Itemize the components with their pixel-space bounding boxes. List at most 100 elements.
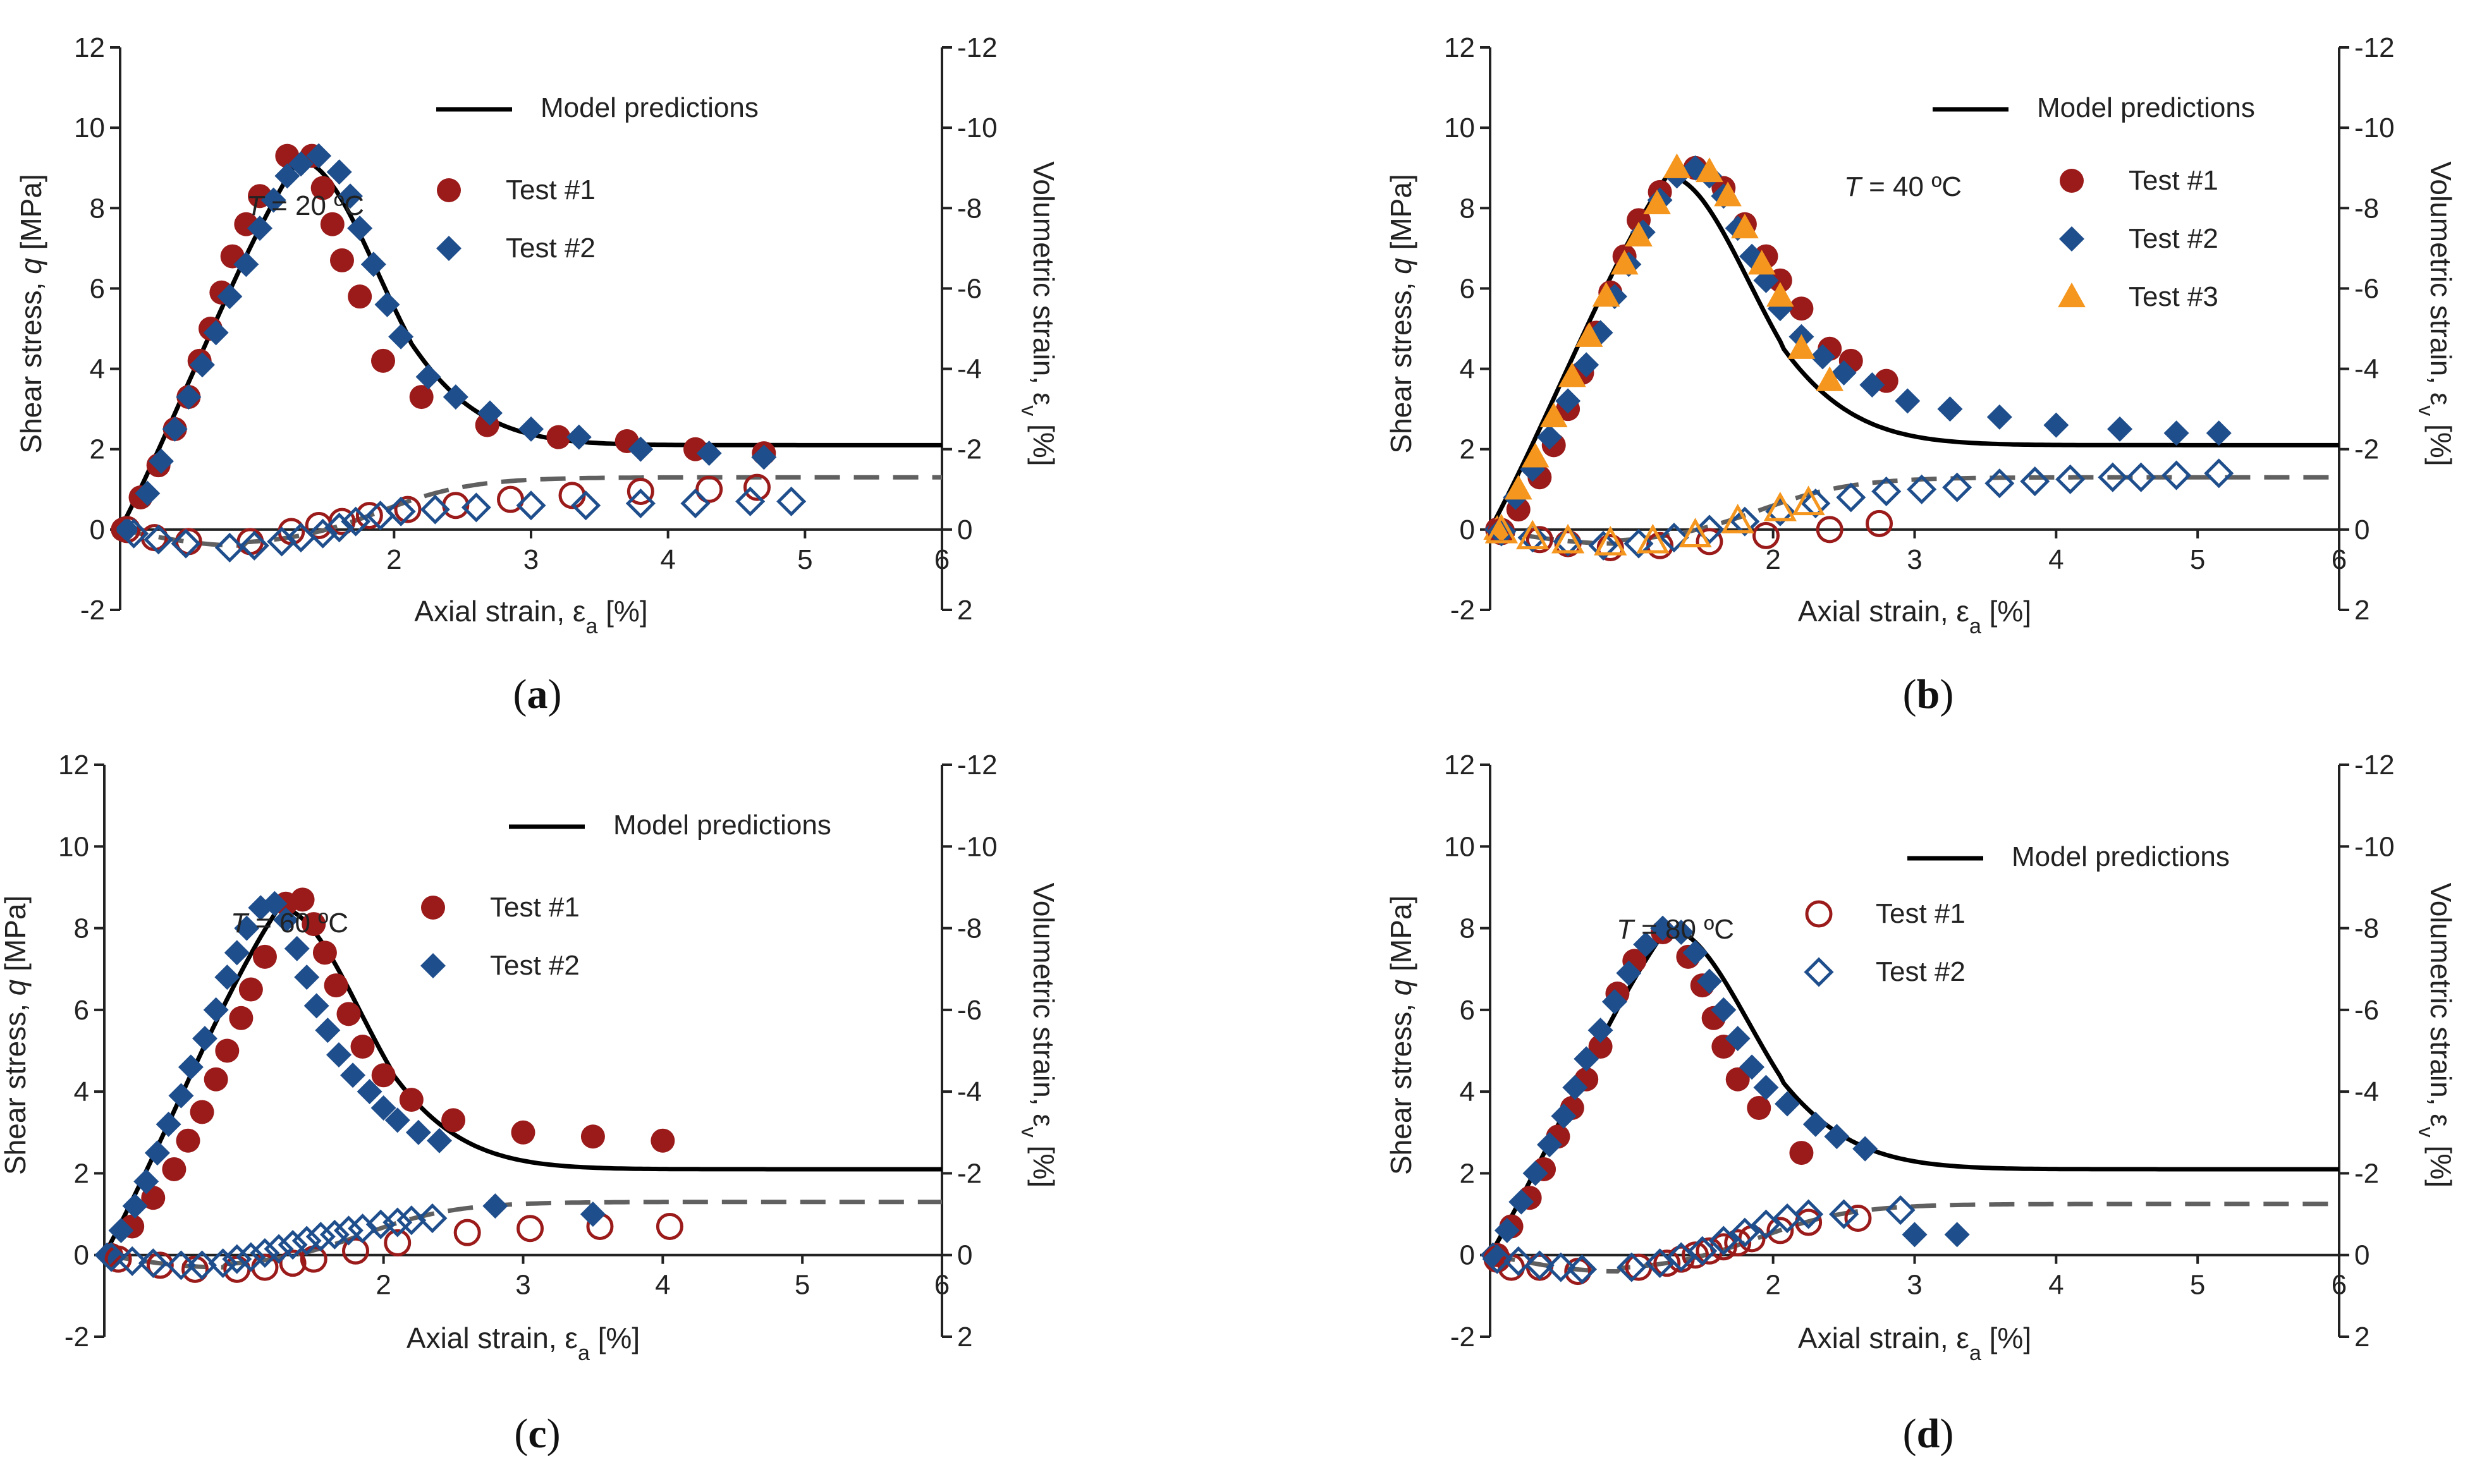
panel-b-temperature-annotation: T = 40 ºC (1844, 171, 1962, 202)
panel-b-xlabel: Axial strain, εa [%] (1798, 595, 2031, 638)
panel-d-xlabel: Axial strain, εa [%] (1798, 1322, 2031, 1365)
panel-d-ytick-right-label-2: -2 (2354, 1158, 2379, 1189)
panel-c-series-1 (94, 891, 452, 1268)
panel-c-series-2-point-9 (453, 1219, 481, 1246)
panel-a-model-volumetric-line (119, 475, 942, 548)
panel-a-series-0 (111, 143, 776, 542)
label-part: Shear stress, (1385, 995, 1417, 1175)
panel-c-series-3-point-14 (333, 1215, 364, 1246)
panel-c-model-shear-line (102, 905, 942, 1256)
label-part: v (1017, 405, 1041, 416)
panel-c-ytick-left-label-0: -2 (64, 1322, 89, 1353)
panel-a-ytick-left-label-0: -2 (80, 595, 105, 626)
panel-d-series-0-point-16 (1747, 1096, 1771, 1120)
panel-b-series-2-point-17 (1816, 366, 1844, 391)
panel-c-series-3-point-3 (166, 1250, 196, 1280)
label-part: [%] (1027, 1138, 1060, 1188)
panel-b-series-2-point-4 (1558, 362, 1586, 387)
panel-c-series-0-point-12 (290, 887, 315, 912)
panel-a-series-3-point-0 (119, 518, 149, 549)
panel-b-ytick-right-label-6: -10 (2354, 113, 2395, 143)
panel-d-ytick-right-label-5: -8 (2354, 913, 2379, 944)
panel-a-series-3-point-13 (461, 492, 491, 523)
panel-c-ytick-right-label-7: -12 (957, 750, 998, 781)
label-part: [MPa] (1385, 896, 1417, 980)
panel-c-series-3-point-17 (382, 1207, 413, 1238)
label-part: Axial strain, ε (414, 595, 585, 628)
panel-a-series-1-point-7 (217, 284, 243, 310)
panel-c-series-2-point-12 (656, 1212, 683, 1240)
panel-d-ytick-left-label-5: 8 (1460, 913, 1475, 944)
label-part: [%] (1981, 1322, 2031, 1354)
panel-a-temperature-annotation: T = 20 ºC (247, 190, 364, 221)
panel-b-series-4-point-14 (1984, 468, 2015, 499)
panel-c-temperature-annotation: T = 60 ºC (231, 908, 348, 939)
panel-b-series-5-point-5 (1678, 518, 1712, 547)
panel-a-series-3-point-19 (776, 486, 807, 516)
panel-b-series-5-point-7 (1763, 491, 1797, 521)
panel-d-series-2-point-10 (1724, 1229, 1752, 1256)
panel-b-series-1-point-26 (2043, 412, 2069, 438)
panel-d-series-1 (1480, 915, 1878, 1268)
label-part: T (247, 190, 266, 221)
panel-d-legend-label-1: Test #1 (1876, 898, 1966, 929)
label-part: Volumetric strain, ε (1027, 161, 1060, 405)
panel-c-series-0-point-8 (229, 1006, 254, 1030)
panel-b-series-4-point-17 (2098, 462, 2128, 492)
panel-b-ylabel-right: Volumetric strain, εv [%] (2414, 161, 2457, 466)
panel-c-series-2-point-8 (384, 1229, 412, 1256)
panel-a-series-2-point-8 (394, 496, 422, 523)
panel-b-ytick-left-label-2: 2 (1460, 434, 1475, 465)
panel-c-series-3-point-7 (236, 1242, 266, 1272)
panel-c-series-1-point-18 (303, 993, 329, 1019)
panel-c-series-1-point-7 (178, 1054, 204, 1080)
panel-b-series-4-point-2 (1553, 526, 1583, 557)
panel-a-ytick-left-label-4: 6 (90, 273, 105, 304)
panel-a-series-3-point-11 (386, 496, 416, 526)
panel-d-temperature-annotation: T = 80 ºC (1617, 914, 1734, 945)
panel-a-series-3-point-8 (324, 513, 355, 543)
panel-b-series-4-point-9 (1801, 489, 1831, 519)
panel-b-series-2-point-14 (1747, 250, 1776, 275)
panel-d-ytick-left-label-1: 0 (1460, 1240, 1475, 1271)
panel-a-series-0-point-16 (348, 284, 372, 309)
label-part: a (578, 1341, 590, 1365)
panel-b-series-4-point-18 (2126, 462, 2156, 492)
panel-d-caption-open: ( (1903, 1411, 1917, 1457)
panel-b-series-1-point-25 (1986, 404, 2012, 430)
panel-d-series-2-point-8 (1696, 1237, 1723, 1265)
panel-a-series-1-point-9 (247, 216, 272, 241)
panel-b-series-3-point-6 (1752, 521, 1780, 549)
panel-d-ytick-left-label-6: 10 (1444, 831, 1475, 862)
panel-a-series-0-point-14 (320, 212, 345, 236)
panel-b-series-2-point-15 (1766, 282, 1794, 307)
panel-d-series-1-point-4 (1537, 1132, 1563, 1158)
panel-b-model-volumetric-line (1489, 475, 2339, 546)
panel-d-series-4 (1902, 1222, 1970, 1248)
panel-a-series-3-point-3 (214, 532, 245, 563)
panel-c-series-3-point-2 (138, 1248, 168, 1279)
panel-d-series-1-point-20 (1775, 1091, 1801, 1117)
panel-a-series-1-point-25 (628, 436, 654, 462)
panel-d-series-3 (1482, 1195, 1916, 1284)
panel-d-model-volumetric-line (1489, 1201, 2339, 1274)
panel-b-ytick-left-label-4: 6 (1460, 273, 1475, 304)
panel-a-ytick-left-label-7: 12 (74, 32, 105, 63)
panel-d-ytick-right-label-1: 0 (2354, 1240, 2369, 1271)
panel-a-series-1-point-24 (566, 424, 592, 450)
panel-a-xtick-label-4: 6 (934, 544, 950, 575)
panel-c-legend-marker-point-0 (421, 896, 445, 920)
panel-b-series-1-point-23 (1895, 388, 1921, 414)
label-part: v (2414, 1127, 2438, 1138)
panel-d-series-3-point-9 (1708, 1226, 1739, 1256)
label-part: c (528, 1411, 546, 1457)
panel-c-series-1-point-6 (168, 1083, 194, 1109)
panel-a-series-1-point-19 (388, 324, 414, 350)
panel-b-series-1-point-27 (2107, 416, 2133, 442)
label-part: Shear stress, (15, 274, 47, 454)
panel-a-series-1-point-17 (360, 252, 386, 277)
panel-a-ytick-right-label-7: -12 (957, 32, 998, 63)
panel-c-series-1-point-23 (370, 1095, 396, 1121)
panel-c-series-1-point-4 (144, 1140, 170, 1166)
panel-c-caption-close: ) (547, 1411, 561, 1457)
